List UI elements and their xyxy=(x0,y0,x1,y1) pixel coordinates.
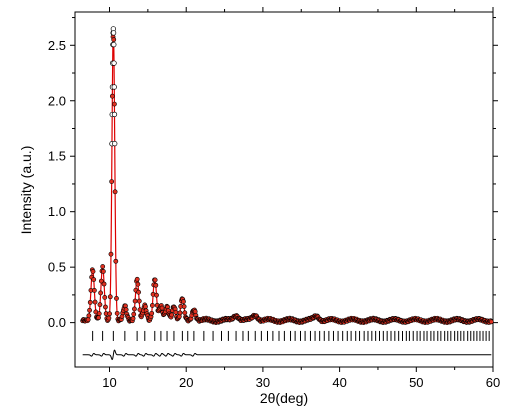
x-tick-label: 60 xyxy=(486,375,500,390)
y-axis: 0.0 0.5 1.0 1.5 2.0 2.5 xyxy=(48,17,498,330)
observed-point xyxy=(182,310,188,316)
observed-point xyxy=(143,304,148,310)
y-tick-label: 0.0 xyxy=(48,315,66,330)
observed-point xyxy=(153,282,159,288)
observed-point xyxy=(98,290,104,296)
observed-point xyxy=(113,258,119,264)
x-tick-label: 30 xyxy=(256,375,270,390)
observed-point xyxy=(108,251,114,257)
observed-point xyxy=(98,278,104,284)
observed-point xyxy=(152,277,158,283)
x-tick-label: 10 xyxy=(102,375,116,390)
observed-point xyxy=(177,310,183,316)
observed-point xyxy=(192,309,198,314)
observed-point xyxy=(130,316,136,321)
observed-point-peak xyxy=(111,41,117,48)
observed-point xyxy=(102,294,108,300)
y-tick-label: 0.5 xyxy=(48,260,66,275)
observed-point xyxy=(109,179,115,184)
observed-point xyxy=(107,311,112,317)
observed-point xyxy=(169,312,175,318)
observed-point xyxy=(96,315,101,321)
observed-point xyxy=(173,309,179,315)
observed-point xyxy=(149,303,155,308)
observed-point xyxy=(90,269,96,274)
x-axis-label: 2θ(deg) xyxy=(260,390,308,406)
observed-point xyxy=(159,305,165,311)
observed-point-peak xyxy=(111,111,118,118)
observed-point xyxy=(87,307,92,313)
y-tick-label: 2.0 xyxy=(48,93,66,108)
observed-point-peak xyxy=(111,60,117,66)
observed-point xyxy=(86,313,92,319)
observed-point xyxy=(123,307,129,313)
observed-point xyxy=(87,299,93,305)
observed-point xyxy=(91,277,97,282)
difference-curve-line xyxy=(82,349,492,361)
x-tick-label: 40 xyxy=(332,375,346,390)
observed-point xyxy=(181,299,186,305)
plot-frame xyxy=(74,11,494,368)
observed-point xyxy=(488,319,494,325)
observed-point xyxy=(134,276,140,282)
observed-point xyxy=(136,289,141,295)
x-tick-label: 50 xyxy=(409,375,423,390)
observed-point xyxy=(181,304,187,309)
y-tick-label: 1.0 xyxy=(48,204,66,219)
observed-point xyxy=(114,310,120,316)
y-tick-label: 2.5 xyxy=(48,38,66,53)
observed-point xyxy=(111,37,117,43)
observed-point xyxy=(123,303,128,309)
observed-point-peak xyxy=(112,140,118,147)
observed-point xyxy=(106,315,112,321)
y-tick-label: 1.5 xyxy=(48,149,66,164)
observed-point xyxy=(109,93,115,99)
observed-point xyxy=(154,292,159,298)
observed-point xyxy=(100,269,106,274)
observed-point-peak xyxy=(110,30,117,36)
observed-point xyxy=(132,306,137,312)
observed-point xyxy=(132,298,138,304)
observed-point xyxy=(135,281,141,287)
plot-series xyxy=(80,26,494,361)
calculated-profile-line xyxy=(82,29,492,323)
x-tick-label: 20 xyxy=(179,375,193,390)
y-axis-label: Intensity (a.u.) xyxy=(18,146,34,235)
observed-point xyxy=(85,317,91,323)
observed-point-peak xyxy=(111,84,117,90)
bragg-reflections xyxy=(92,330,490,341)
observed-point xyxy=(97,302,103,308)
observed-point xyxy=(131,311,137,317)
plot-area xyxy=(74,11,494,368)
observed-point xyxy=(101,281,107,287)
observed-point xyxy=(112,189,118,195)
observed-point xyxy=(107,294,113,300)
observed-point xyxy=(92,299,98,305)
observed-point xyxy=(92,287,97,293)
observed-point xyxy=(100,264,106,269)
observed-point xyxy=(114,295,119,301)
observed-point xyxy=(103,304,108,310)
observed-point xyxy=(149,310,155,316)
observed-point xyxy=(136,298,142,304)
observed-point xyxy=(96,311,102,317)
observed-point xyxy=(112,101,117,107)
x-axis: 10 20 30 40 50 60 xyxy=(102,7,500,390)
observed-points xyxy=(80,26,494,326)
